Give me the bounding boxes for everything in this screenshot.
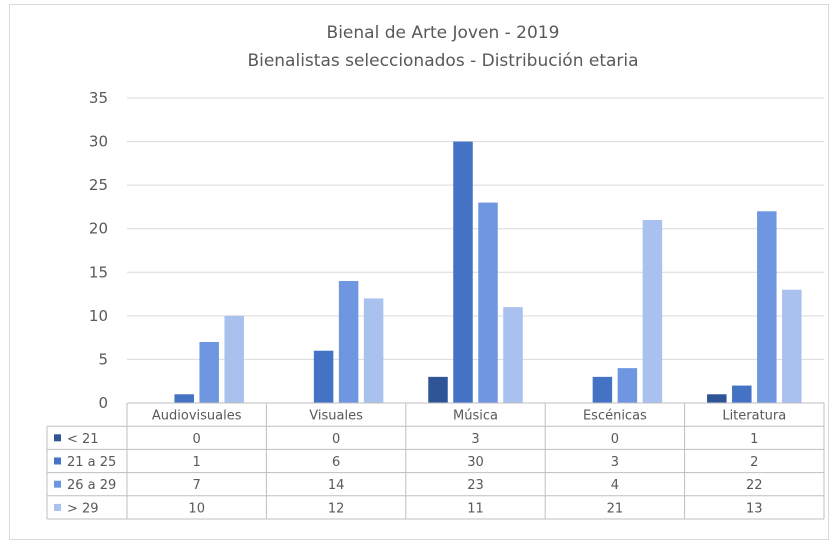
table-cell-gt-29-visuales: 12 xyxy=(328,501,345,516)
bar-audiovisuales-21-a-25 xyxy=(174,394,194,403)
bar-escenicas-26-a-29 xyxy=(617,368,638,403)
table-cell-lt-21-musica: 3 xyxy=(471,432,479,447)
bar-escenicas-gt-29 xyxy=(642,220,663,403)
y-tick-label: 15 xyxy=(89,263,108,281)
y-tick-label: 5 xyxy=(98,350,108,368)
table-cell-26-a-29-literatura: 22 xyxy=(746,478,763,493)
table-cell-26-a-29-musica: 23 xyxy=(467,478,484,493)
chart-frame: Bienal de Arte Joven - 2019 Bienalistas … xyxy=(9,4,829,540)
category-label-escenicas: Escénicas xyxy=(583,409,647,424)
legend-label-21-a-25: 21 a 25 xyxy=(67,455,116,470)
legend-key-gt-29 xyxy=(54,503,61,511)
table-cell-21-a-25-audiovisuales: 1 xyxy=(193,455,201,470)
bar-literatura-lt-21 xyxy=(707,394,727,403)
category-label-musica: Música xyxy=(453,409,498,424)
y-tick-label: 0 xyxy=(98,394,108,412)
bar-visuales-gt-29 xyxy=(363,298,384,403)
category-label-audiovisuales: Audiovisuales xyxy=(152,409,242,424)
chart-subtitle: Bienalistas seleccionados - Distribución… xyxy=(247,51,638,71)
bar-visuales-21-a-25 xyxy=(313,350,334,403)
bar-musica-26-a-29 xyxy=(478,202,498,403)
table-cell-lt-21-visuales: 0 xyxy=(332,432,340,447)
table-cell-21-a-25-escenicas: 3 xyxy=(611,455,619,470)
y-tick-label: 20 xyxy=(89,220,108,238)
bars xyxy=(174,141,802,404)
bar-literatura-21-a-25 xyxy=(732,385,752,403)
legend-label-26-a-29: 26 a 29 xyxy=(67,478,116,493)
bar-visuales-26-a-29 xyxy=(338,281,359,403)
y-tick-label: 35 xyxy=(89,89,108,107)
bar-escenicas-21-a-25 xyxy=(592,376,613,403)
table-cell-gt-29-musica: 11 xyxy=(467,501,484,516)
bar-musica-gt-29 xyxy=(503,307,523,403)
category-label-literatura: Literatura xyxy=(722,409,786,424)
y-axis-ticks: 0 5 10 15 20 25 30 35 xyxy=(89,89,108,412)
data-table: Audiovisuales Visuales Música Escénicas Lite… xyxy=(46,402,825,520)
bar-audiovisuales-gt-29 xyxy=(224,315,244,403)
y-tick-label: 25 xyxy=(89,176,108,194)
table-cell-lt-21-escenicas: 0 xyxy=(611,432,619,447)
table-cell-gt-29-audiovisuales: 10 xyxy=(188,501,205,516)
bar-chart: Bienal de Arte Joven - 2019 Bienalistas … xyxy=(46,23,825,520)
bar-literatura-26-a-29 xyxy=(757,211,777,403)
legend-label-gt-29: > 29 xyxy=(67,501,99,516)
bar-musica-21-a-25 xyxy=(453,141,473,404)
category-label-visuales: Visuales xyxy=(309,409,363,424)
table-cell-lt-21-literatura: 1 xyxy=(750,432,758,447)
legend-key-26-a-29 xyxy=(54,480,61,488)
chart-title: Bienal de Arte Joven - 2019 xyxy=(327,23,560,43)
table-cell-lt-21-audiovisuales: 0 xyxy=(193,432,201,447)
legend-label-lt-21: < 21 xyxy=(67,432,99,447)
y-tick-label: 10 xyxy=(89,307,108,325)
y-tick-label: 30 xyxy=(89,133,108,151)
table-cell-26-a-29-audiovisuales: 7 xyxy=(193,478,201,493)
bar-musica-lt-21 xyxy=(428,376,448,403)
legend-key-lt-21 xyxy=(54,434,61,442)
table-cell-26-a-29-escenicas: 4 xyxy=(611,478,619,493)
table-cell-21-a-25-visuales: 6 xyxy=(332,455,340,470)
bar-literatura-gt-29 xyxy=(782,289,802,403)
table-cell-21-a-25-musica: 30 xyxy=(467,455,484,470)
table-cell-gt-29-literatura: 13 xyxy=(746,501,763,516)
bar-audiovisuales-26-a-29 xyxy=(199,342,219,403)
table-cell-26-a-29-visuales: 14 xyxy=(328,478,345,493)
table-cell-21-a-25-literatura: 2 xyxy=(750,455,758,470)
legend-key-21-a-25 xyxy=(54,457,61,465)
table-cell-gt-29-escenicas: 21 xyxy=(607,501,624,516)
